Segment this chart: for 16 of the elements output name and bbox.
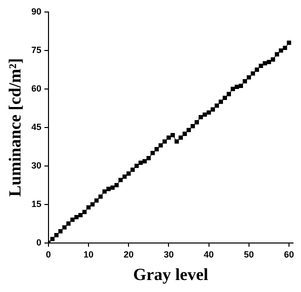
x-tick-label: 40 [204,250,214,260]
y-tick-label: 0 [36,237,42,248]
x-tick-label: 50 [244,250,254,260]
y-axis-title: Luminance [cd/m²] [6,58,25,197]
y-tick-label: 60 [31,83,42,94]
x-tick-label: 30 [164,250,174,260]
x-tick-label: 60 [284,250,294,260]
y-tick-label: 15 [31,198,42,209]
y-tick-label: 30 [31,160,42,170]
x-tick-label: 10 [84,250,94,260]
y-tick-label: 45 [31,122,42,132]
y-tick-label: 90 [31,6,42,16]
x-tick-label: 0 [46,250,51,260]
y-tick-label: 75 [31,44,42,55]
x-axis-title: Gray level [133,265,209,284]
x-tick-label: 20 [124,250,134,260]
